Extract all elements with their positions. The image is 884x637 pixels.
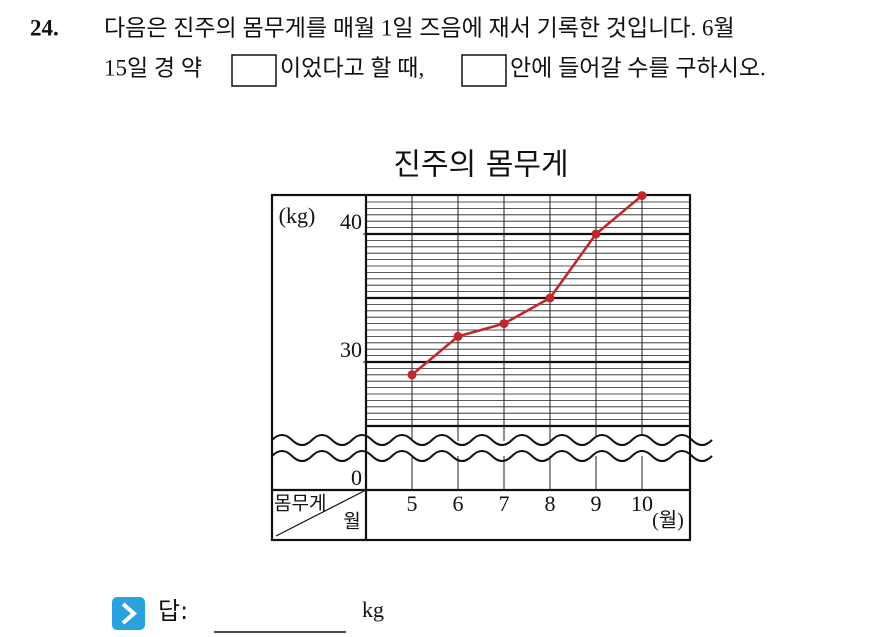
question-line: 이었다고 할 때, (280, 55, 424, 80)
question-number: 24. (30, 15, 59, 40)
answer-icon-arrow (121, 602, 138, 625)
chart-title: 진주의 몸무게 (393, 148, 568, 183)
y-unit: (kg) (279, 203, 316, 228)
y-tick-label: 0 (351, 465, 362, 490)
data-line (411, 194, 643, 376)
x-tick-label: 8 (545, 491, 556, 516)
y-tick-label: 40 (340, 209, 362, 234)
data-point (499, 319, 509, 329)
data-point (453, 331, 463, 341)
data-point (591, 229, 601, 239)
question-line: 15일 경 약 (104, 55, 202, 80)
axis-break-line (271, 450, 713, 462)
y-tick-label: 30 (340, 337, 362, 362)
answer-label: 답: (158, 597, 188, 625)
question-line: 다음은 진주의 몸무게를 매월 1일 즈음에 재서 기록한 것입니다. 6월 (104, 15, 735, 40)
x-unit: (월) (652, 509, 684, 532)
chart: 0 30 40 5 6 7 8 9 10 (270, 191, 713, 542)
data-point (637, 191, 647, 201)
answer-unit: kg (362, 597, 384, 622)
blank-box (231, 54, 277, 87)
x-tick-label: 7 (499, 491, 510, 516)
data-point (545, 293, 555, 303)
corner-value: 몸무게 (274, 492, 326, 514)
blank-box (461, 54, 507, 87)
question-line: 안에 들어갈 수를 구하시오. (510, 55, 766, 80)
chart-frame (270, 193, 692, 542)
x-tick-label: 5 (407, 491, 418, 516)
axis-break-line (271, 434, 713, 446)
x-tick-label: 10 (631, 491, 653, 516)
corner-category: 월 (343, 510, 360, 532)
corner-diagonal (275, 489, 367, 537)
answer-icon (112, 597, 145, 630)
data-point (407, 370, 417, 380)
x-tick-label: 6 (453, 491, 464, 516)
x-tick-label: 9 (591, 491, 602, 516)
